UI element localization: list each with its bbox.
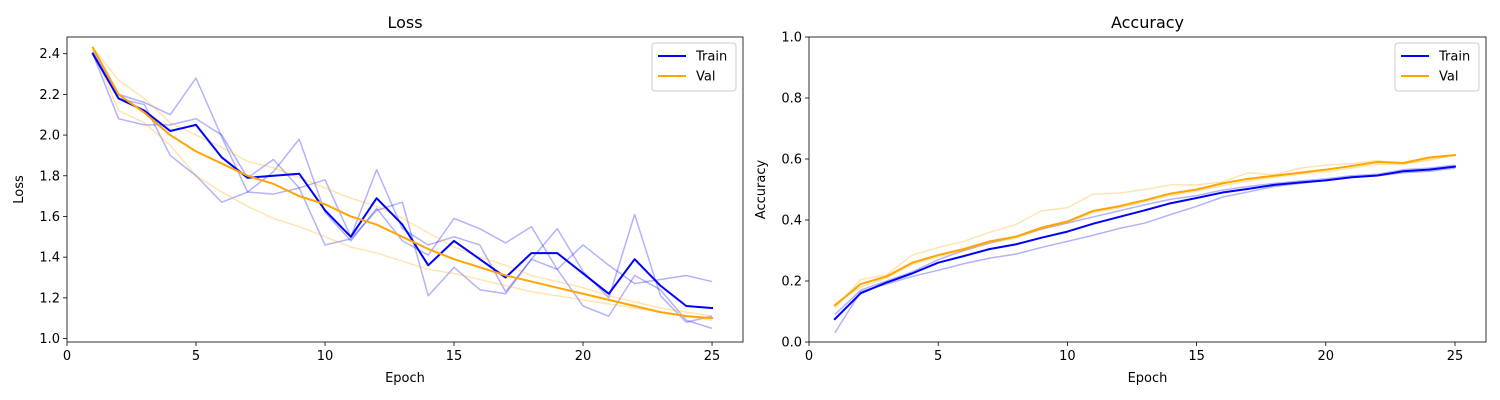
accuracy-legend-val-label: Val [1439, 70, 1458, 85]
loss-ylabel: Loss [12, 175, 27, 204]
loss-train-line [91, 52, 714, 310]
accuracy-run-line-4 [834, 155, 1456, 305]
accuracy-legend-train-label: Train [1438, 50, 1470, 65]
accuracy-ytick-label: 1.0 [781, 31, 802, 46]
loss-run-line-4 [92, 49, 713, 321]
accuracy-xtick-label: 5 [934, 349, 942, 364]
loss-ytick-label: 2.4 [39, 47, 60, 62]
loss-xtick-label: 25 [704, 349, 721, 364]
accuracy-xtick-label: 25 [1447, 349, 1464, 364]
loss-run-line-3 [92, 53, 713, 330]
loss-ytick-label: 1.0 [39, 332, 60, 347]
accuracy-ytick-label: 0.0 [781, 336, 802, 351]
accuracy-legend: Train Val [1394, 42, 1480, 92]
loss-xtick-label: 0 [63, 349, 71, 364]
loss-ytick-label: 1.6 [39, 210, 60, 225]
loss-xlabel: Epoch [385, 371, 425, 386]
accuracy-run-line-3 [834, 153, 1456, 309]
accuracy-val-line [833, 153, 1457, 307]
loss-xtick-label: 5 [192, 349, 200, 364]
loss-axes-frame [66, 36, 744, 343]
loss-legend-val-label: Val [696, 70, 715, 85]
loss-xtick-label: 10 [317, 349, 334, 364]
loss-xtick-label: 15 [446, 349, 463, 364]
accuracy-xtick-label: 10 [1059, 349, 1076, 364]
loss-run-line-1 [92, 53, 713, 324]
accuracy-run-line-2 [834, 164, 1456, 316]
accuracy-xtick-label: 0 [805, 349, 813, 364]
accuracy-ytick-label: 0.8 [781, 92, 802, 107]
accuracy-ytick-label: 0.4 [781, 214, 802, 229]
accuracy-train-line [833, 165, 1457, 321]
accuracy-xtick-label: 15 [1188, 349, 1205, 364]
accuracy-chart: Accuracy 0 5 10 15 20 25 0.0 0.2 0.4 0.6 0.8 1.0 Epoc… [754, 13, 1487, 386]
accuracy-ytick-label: 0.6 [781, 153, 802, 168]
loss-legend-train-label: Train [695, 50, 727, 65]
loss-title: Loss [387, 13, 422, 32]
accuracy-xtick-label: 20 [1318, 349, 1335, 364]
accuracy-ylabel: Accuracy [754, 160, 769, 220]
accuracy-title: Accuracy [1111, 13, 1184, 32]
loss-ytick-label: 1.8 [39, 169, 60, 184]
loss-ytick-label: 2.0 [39, 129, 60, 144]
loss-run-line-2 [92, 51, 713, 297]
loss-ytick-label: 1.2 [39, 291, 60, 306]
accuracy-axes-frame [808, 36, 1487, 343]
loss-legend: Train Val [651, 42, 737, 92]
loss-run-line-5 [92, 47, 713, 317]
loss-ytick-label: 1.4 [39, 251, 60, 266]
accuracy-ytick-label: 0.2 [781, 275, 802, 290]
accuracy-xlabel: Epoch [1128, 371, 1168, 386]
loss-ytick-label: 2.2 [39, 88, 60, 103]
loss-chart: Loss 0 5 10 15 20 25 1.0 1.2 1.4 1.6 1.8 2.0 2.2 2.4 Ep… [12, 13, 744, 386]
loss-val-line [91, 46, 714, 320]
loss-xtick-label: 20 [575, 349, 592, 364]
